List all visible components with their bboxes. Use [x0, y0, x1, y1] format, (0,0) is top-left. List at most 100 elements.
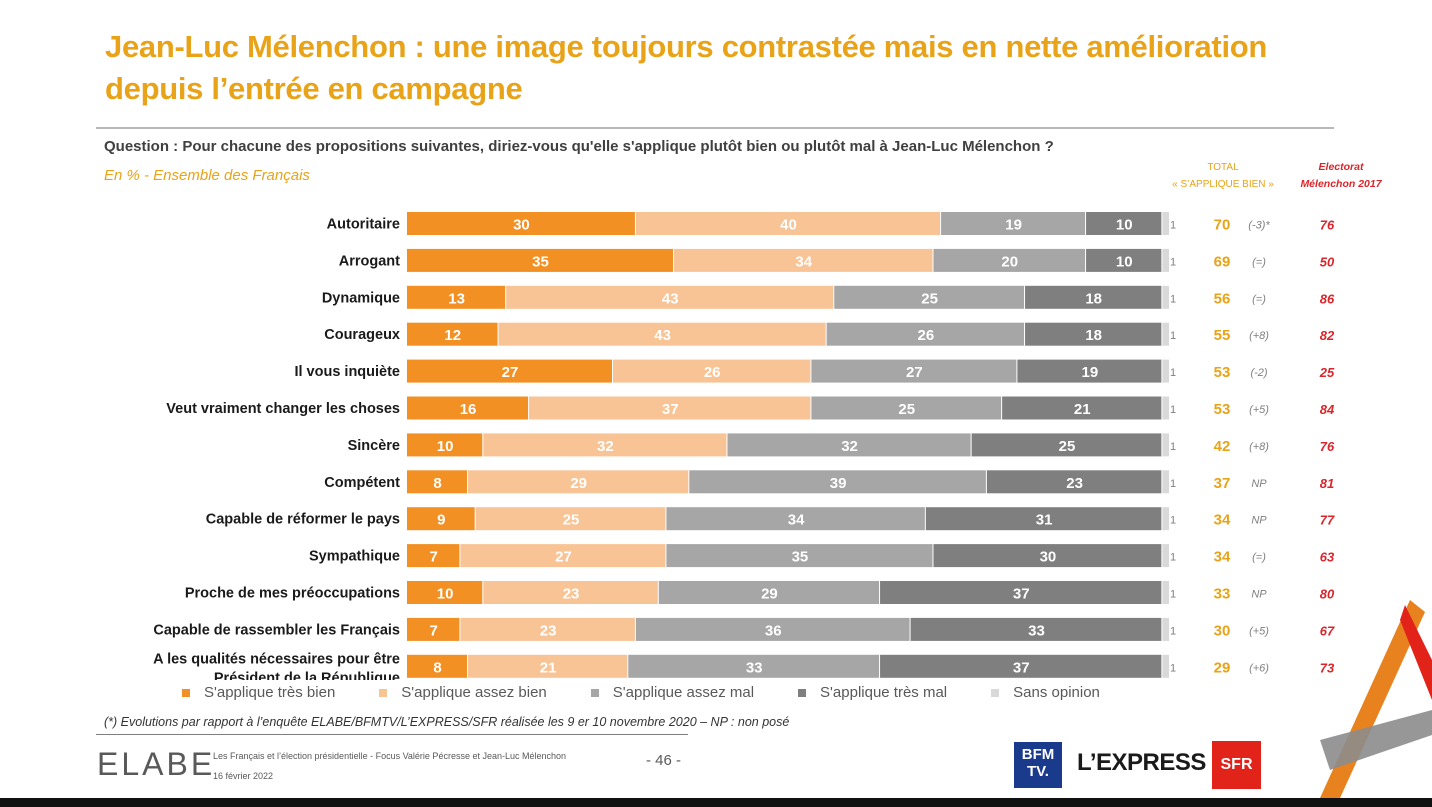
legend-swatch-tres-bien [182, 688, 190, 697]
bar-value-label: 12 [444, 327, 461, 344]
triangle-grey-stroke [1320, 710, 1432, 770]
electorat-value: 76 [1320, 218, 1335, 233]
bar-value-label: 26 [704, 364, 721, 381]
bar-value-label: 25 [921, 290, 938, 307]
electorat-header-line2: Mélenchon 2017 [1300, 178, 1382, 190]
page-title: Jean-Luc Mélenchon : une image toujours … [105, 29, 1268, 106]
category-label: Courageux [324, 327, 400, 343]
bar-value-label: 26 [917, 327, 934, 344]
total-value: 37 [1214, 475, 1231, 492]
bar-segment [674, 248, 933, 272]
bar-segment [826, 322, 1025, 346]
evolution-value: (-2) [1250, 367, 1267, 379]
category-label: Proche de mes préoccupations [185, 586, 400, 602]
sfr-logo: SFR [1212, 741, 1261, 789]
footnote: (*) Evolutions par rapport à l’enquête E… [104, 715, 790, 729]
study-title: Les Français et l’élection présidentiell… [213, 751, 567, 761]
bfm-text: BFM [1021, 746, 1055, 763]
category-label: Dynamique [322, 290, 400, 306]
lexpress-logo: L’EXPRESS [1077, 749, 1206, 776]
legend-item-assez-mal: S'applique assez mal [590, 684, 754, 701]
bar-segment [880, 581, 1162, 604]
evolution-value: NP [1251, 589, 1267, 601]
evolution-value: (+8) [1249, 330, 1269, 342]
bar-segment [407, 617, 460, 641]
bar-segment [483, 433, 727, 457]
bar-value-label: 8 [433, 475, 441, 492]
bar-value-label: 21 [1074, 401, 1091, 418]
bar-segment [407, 544, 460, 568]
bar-segment [727, 433, 971, 457]
bar-value-label: 27 [906, 364, 923, 381]
bar-value-label: 1 [1170, 367, 1176, 379]
bar-segment [1162, 470, 1169, 494]
bar-value-label: 13 [448, 290, 465, 307]
evolution-value: (+8) [1249, 441, 1269, 453]
bar-value-label: 1 [1170, 404, 1176, 416]
bar-value-label: 19 [1005, 217, 1022, 234]
elabe-logo: ELABE [97, 746, 216, 782]
bar-value-label: 23 [540, 622, 557, 639]
bar-value-label: 33 [1028, 622, 1045, 639]
total-value: 42 [1214, 438, 1231, 455]
bar-segment [1162, 433, 1169, 457]
bar-segment [460, 544, 666, 568]
total-value: 29 [1214, 659, 1231, 676]
study-date: 16 février 2022 [213, 771, 274, 781]
bar-value-label: 35 [532, 253, 549, 270]
electorat-value: 73 [1320, 660, 1335, 675]
bar-segment [635, 617, 910, 641]
electorat-value: 80 [1320, 587, 1335, 602]
evolution-value: (-3)* [1248, 220, 1270, 232]
legend-swatch-assez-mal [590, 688, 599, 697]
bar-segment [666, 544, 933, 568]
legend-item-sans-opinion: Sans opinion [991, 684, 1100, 701]
bar-value-label: 1 [1170, 293, 1176, 305]
bar-value-label: 35 [792, 549, 809, 566]
electorat-value: 76 [1320, 439, 1335, 454]
evolution-value: NP [1251, 515, 1267, 527]
bar-segment [468, 654, 628, 678]
total-value: 56 [1214, 290, 1231, 307]
evolution-value: (=) [1252, 552, 1266, 564]
electorat-value: 50 [1320, 254, 1335, 269]
bfmtv-logo: BFM TV. [1014, 742, 1062, 788]
bar-value-label: 30 [513, 217, 530, 234]
bar-value-label: 27 [555, 549, 572, 566]
bar-value-label: 21 [540, 659, 557, 676]
legend-swatch-sans-opinion [991, 688, 1000, 697]
bar-segment [1162, 617, 1169, 641]
tv-text: TV. [1027, 763, 1049, 780]
bar-segment [498, 322, 826, 346]
bar-segment [941, 212, 1086, 235]
category-label: Sincère [348, 438, 400, 454]
bar-segment [1017, 359, 1162, 383]
bar-segment [1162, 248, 1169, 272]
bar-segment [1162, 322, 1169, 346]
bar-segment [483, 581, 658, 604]
bar-segment [1162, 212, 1169, 235]
bar-value-label: 1 [1170, 441, 1176, 453]
bottom-bar [0, 798, 1432, 807]
legend-swatch-assez-bien [379, 688, 388, 697]
bar-segment [880, 654, 1162, 678]
category-label: Compétent [324, 475, 400, 491]
electorat-value: 67 [1320, 623, 1335, 638]
bar-value-label: 23 [1066, 475, 1083, 492]
bar-value-label: 37 [662, 401, 679, 418]
legend-swatch-tres-mal [798, 688, 807, 697]
bar-value-label: 7 [430, 622, 438, 639]
bar-value-label: 1 [1170, 552, 1176, 564]
electorat-column-header: Electorat Mélenchon 2017 [1290, 159, 1392, 193]
page-number: - 46 - [646, 752, 682, 769]
bar-value-label: 27 [502, 364, 519, 381]
bar-value-label: 31 [1036, 512, 1053, 529]
bar-value-label: 43 [662, 290, 679, 307]
bar-value-label: 1 [1170, 515, 1176, 527]
category-label: Capable de réformer le pays [206, 512, 400, 528]
legend-label-assez-bien: S'applique assez bien [401, 684, 547, 701]
bar-segment [1162, 285, 1169, 309]
study-info: Les Français et l’élection présidentiell… [213, 746, 566, 786]
bar-value-label: 1 [1170, 662, 1176, 674]
